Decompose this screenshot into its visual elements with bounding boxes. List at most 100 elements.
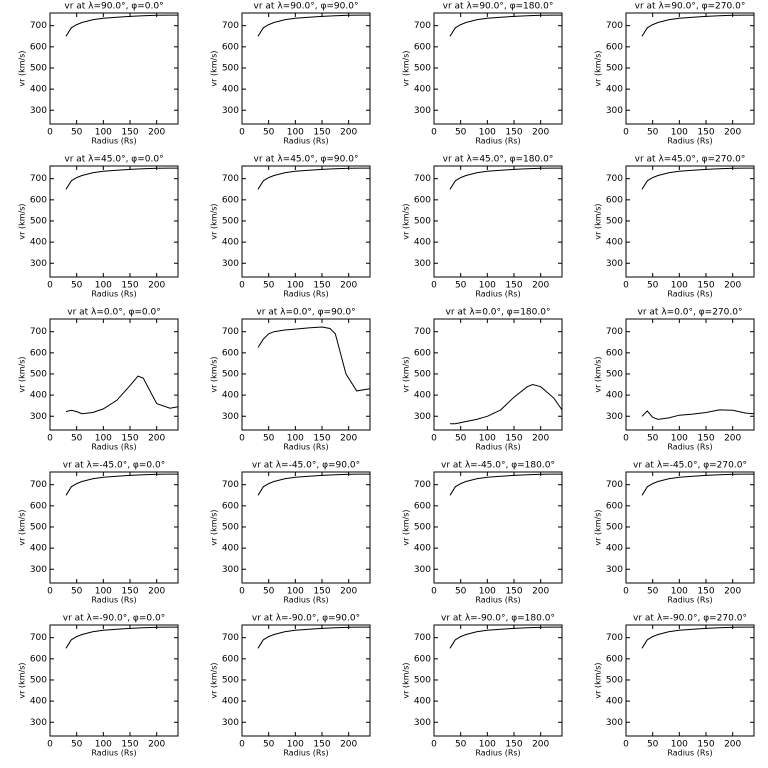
y-tick-label: 500: [222, 63, 239, 73]
x-axis-label: Radius (Rs): [91, 596, 136, 605]
x-tick-label: 200: [724, 128, 741, 138]
y-tick-label: 700: [222, 633, 239, 643]
x-axis-label: Radius (Rs): [475, 443, 520, 452]
x-tick-label: 150: [697, 587, 714, 597]
x-tick-label: 50: [455, 587, 467, 597]
x-axis-label: Radius (Rs): [667, 596, 712, 605]
y-axis-label: vr (km/s): [18, 50, 27, 86]
y-tick-label: 700: [30, 480, 47, 490]
y-tick-label: 500: [30, 216, 47, 226]
x-axis-label: Radius (Rs): [475, 596, 520, 605]
y-axis-label: vr (km/s): [210, 203, 219, 239]
y-tick-label: 300: [414, 259, 431, 269]
x-tick-label: 0: [431, 128, 437, 138]
y-tick-label: 300: [30, 718, 47, 728]
x-tick-label: 200: [532, 128, 549, 138]
y-tick-label: 600: [30, 654, 47, 664]
y-tick-label: 700: [30, 174, 47, 184]
plot-frame: [625, 318, 755, 431]
x-tick-label: 200: [724, 281, 741, 291]
plot-frame: [241, 12, 371, 125]
y-tick-label: 700: [222, 21, 239, 31]
x-axis-label: Radius (Rs): [475, 749, 520, 758]
chart-title: vr at λ=0.0°, φ=90.0°: [256, 308, 355, 318]
y-tick-label: 600: [222, 195, 239, 205]
chart-title: vr at λ=0.0°, φ=180.0°: [446, 308, 551, 318]
x-tick-label: 50: [455, 281, 467, 291]
chart-title: vr at λ=0.0°, φ=0.0°: [67, 308, 161, 318]
y-tick-label: 300: [222, 565, 239, 575]
chart-title: vr at λ=45.0°, φ=0.0°: [64, 155, 163, 165]
x-axis-label: Radius (Rs): [283, 137, 328, 146]
x-tick-label: 150: [697, 281, 714, 291]
y-tick-label: 600: [414, 42, 431, 52]
y-tick-label: 600: [606, 195, 623, 205]
y-tick-label: 500: [606, 63, 623, 73]
x-tick-label: 100: [671, 587, 688, 597]
plot-frame: [49, 471, 179, 584]
chart-title: vr at λ=90.0°, φ=90.0°: [254, 2, 359, 12]
x-axis-label: Radius (Rs): [91, 443, 136, 452]
x-axis-label: Radius (Rs): [475, 137, 520, 146]
x-tick-label: 200: [148, 587, 165, 597]
x-axis-label: Radius (Rs): [91, 290, 136, 299]
x-tick-label: 0: [623, 740, 629, 750]
x-tick-label: 100: [95, 281, 112, 291]
x-tick-label: 0: [47, 587, 53, 597]
y-tick-label: 300: [222, 412, 239, 422]
y-tick-label: 400: [606, 697, 623, 707]
x-tick-label: 200: [340, 434, 357, 444]
y-tick-label: 600: [30, 195, 47, 205]
y-tick-label: 300: [222, 718, 239, 728]
x-tick-label: 100: [95, 434, 112, 444]
plot-frame: [241, 165, 371, 278]
y-tick-label: 300: [414, 718, 431, 728]
chart-title: vr at λ=90.0°, φ=0.0°: [64, 2, 163, 12]
y-axis-label: vr (km/s): [210, 662, 219, 698]
data-line: [641, 409, 755, 420]
data-line: [641, 473, 754, 496]
x-tick-label: 100: [479, 740, 496, 750]
y-tick-label: 400: [30, 544, 47, 554]
y-tick-label: 300: [606, 565, 623, 575]
y-tick-label: 600: [606, 348, 623, 358]
y-tick-label: 400: [222, 391, 239, 401]
plot-frame: [625, 471, 755, 584]
y-tick-label: 700: [30, 21, 47, 31]
y-axis-label: vr (km/s): [594, 50, 603, 86]
x-tick-label: 0: [431, 587, 437, 597]
x-tick-label: 100: [479, 434, 496, 444]
x-tick-label: 150: [121, 128, 138, 138]
x-tick-label: 150: [505, 740, 522, 750]
y-tick-label: 700: [606, 480, 623, 490]
x-tick-label: 0: [47, 740, 53, 750]
y-tick-label: 600: [30, 348, 47, 358]
x-tick-label: 50: [647, 434, 659, 444]
x-tick-label: 200: [724, 434, 741, 444]
x-tick-label: 50: [71, 434, 83, 444]
x-tick-label: 100: [479, 587, 496, 597]
y-tick-label: 400: [414, 238, 431, 248]
y-axis-label: vr (km/s): [18, 662, 27, 698]
data-line: [257, 626, 370, 649]
y-tick-label: 700: [30, 633, 47, 643]
chart-title: vr at λ=90.0°, φ=180.0°: [443, 2, 554, 12]
x-tick-label: 100: [287, 128, 304, 138]
y-tick-label: 400: [222, 544, 239, 554]
x-tick-label: 0: [431, 740, 437, 750]
y-tick-label: 600: [606, 654, 623, 664]
x-tick-label: 150: [121, 281, 138, 291]
y-tick-label: 500: [222, 216, 239, 226]
y-tick-label: 600: [414, 195, 431, 205]
x-tick-label: 200: [148, 740, 165, 750]
data-line: [257, 14, 370, 37]
y-tick-label: 400: [414, 391, 431, 401]
x-tick-label: 0: [239, 434, 245, 444]
x-tick-label: 50: [71, 587, 83, 597]
chart-title: vr at λ=45.0°, φ=90.0°: [254, 155, 359, 165]
y-tick-label: 300: [414, 565, 431, 575]
y-tick-label: 400: [606, 238, 623, 248]
x-tick-label: 200: [148, 128, 165, 138]
y-tick-label: 400: [222, 697, 239, 707]
x-tick-label: 200: [148, 281, 165, 291]
